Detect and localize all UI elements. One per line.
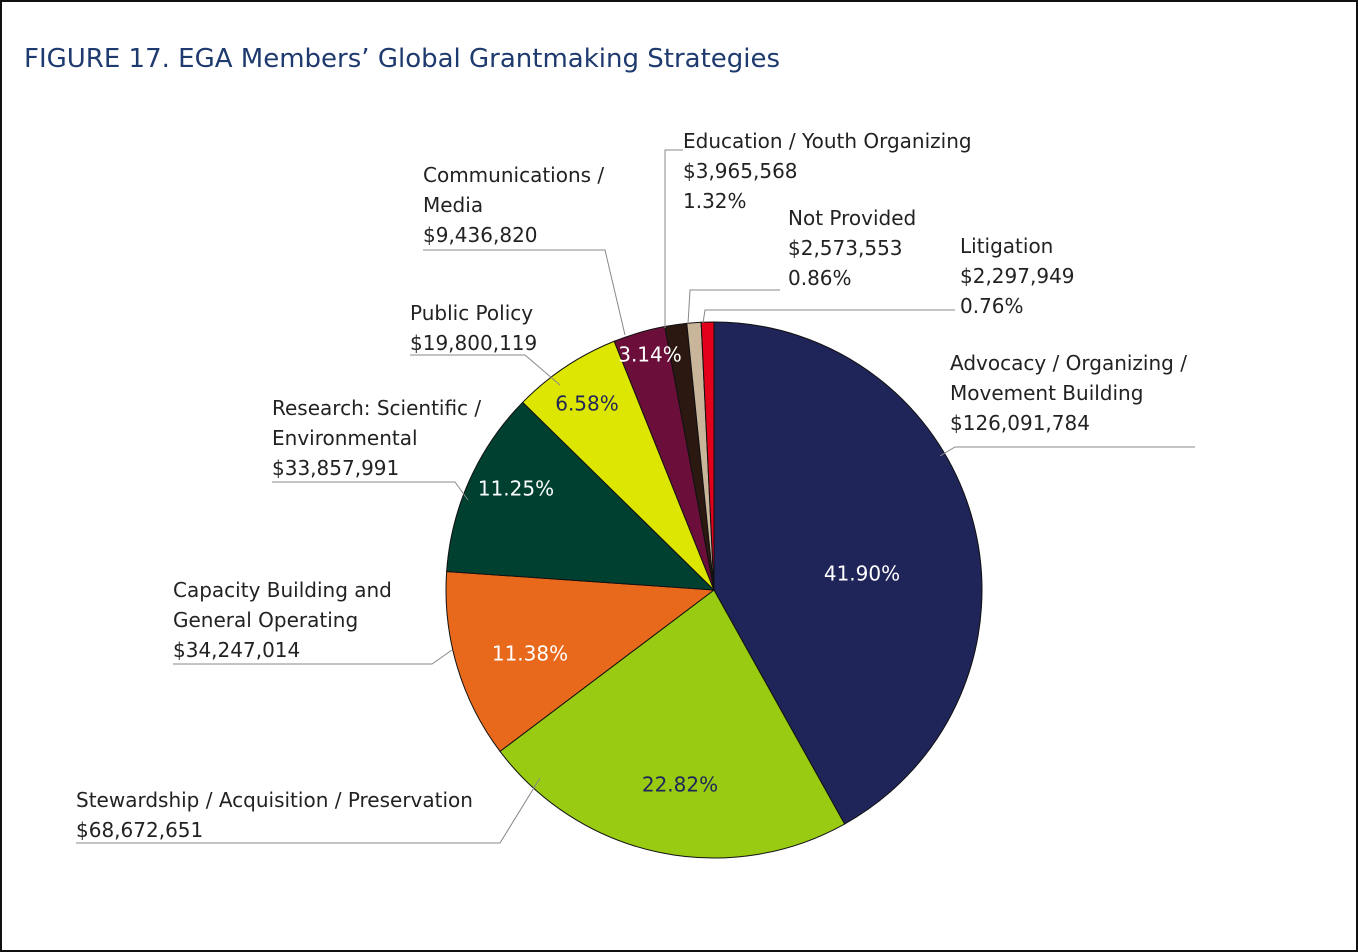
slice-label: Education / Youth Organizing $3,965,568 1.… <box>683 126 1013 216</box>
slice-label: Communications / Media $9,436,820 <box>423 160 623 250</box>
pie-slice <box>446 401 716 591</box>
amount-label: $3,965,568 <box>683 159 798 183</box>
percentage-label: 11.25% <box>478 477 554 501</box>
percentage-label: 0.76% <box>960 294 1024 318</box>
category-label: Education / Youth Organizing <box>683 129 972 153</box>
leader-line <box>939 446 1195 457</box>
leader-line <box>702 309 955 324</box>
percentage-label: 22.82% <box>642 773 718 797</box>
amount-label: $2,573,553 <box>788 236 903 260</box>
slice-label: Advocacy / Organizing / Movement Buildin… <box>950 348 1220 438</box>
leaders <box>76 149 1195 844</box>
amount-label: $68,672,651 <box>76 818 204 842</box>
percentage-label: 11.38% <box>492 642 568 666</box>
slice-label: Capacity Building and General Operating $… <box>173 575 423 665</box>
slice-label: Public Policy $19,800,119 <box>410 298 610 358</box>
category-label: Capacity Building and General Operating <box>173 578 392 632</box>
leader-line <box>423 249 626 336</box>
leader-line <box>410 354 561 386</box>
category-label: Advocacy / Organizing / Movement Buildin… <box>950 351 1187 405</box>
slice-label: Research: Scientific / Environmental $33,… <box>272 393 482 483</box>
chart-title: FIGURE 17. EGA Members’ Global Grantmaki… <box>24 44 781 74</box>
pie-slice <box>713 321 983 825</box>
percentage-label: 41.90% <box>824 562 900 586</box>
leader-line <box>687 289 780 325</box>
amount-label: $9,436,820 <box>423 223 538 247</box>
slice-label: Litigation $2,297,949 0.76% <box>960 231 1110 321</box>
category-label: Research: Scientific / Environmental <box>272 396 482 450</box>
pie-slice <box>700 321 715 591</box>
percentage-label: 3.14% <box>618 343 682 367</box>
category-label: Public Policy <box>410 301 534 325</box>
percentage-label: 6.58% <box>555 392 619 416</box>
leader-line <box>664 149 683 328</box>
pie-slice <box>521 340 715 591</box>
percentage-label: 1.32% <box>683 189 747 213</box>
slice-label: Not Provided $2,573,553 0.86% <box>788 203 938 293</box>
pie-slice <box>445 570 716 753</box>
category-label: Not Provided <box>788 206 917 230</box>
pie-slice <box>499 589 846 859</box>
amount-label: $34,247,014 <box>173 638 301 662</box>
leader-line <box>76 777 541 844</box>
amount-label: $33,857,991 <box>272 456 400 480</box>
amount-label: $2,297,949 <box>960 264 1075 288</box>
amount-label: $126,091,784 <box>950 411 1090 435</box>
leader-line <box>173 649 453 665</box>
category-label: Communications / Media <box>423 163 605 217</box>
leader-line <box>272 481 469 501</box>
category-label: Stewardship / Acquisition / Preservation <box>76 788 473 812</box>
amount-label: $19,800,119 <box>410 331 538 355</box>
percentage-label: 0.86% <box>788 266 852 290</box>
category-label: Litigation <box>960 234 1054 258</box>
slice-label: Stewardship / Acquisition / Preservation… <box>76 785 536 845</box>
